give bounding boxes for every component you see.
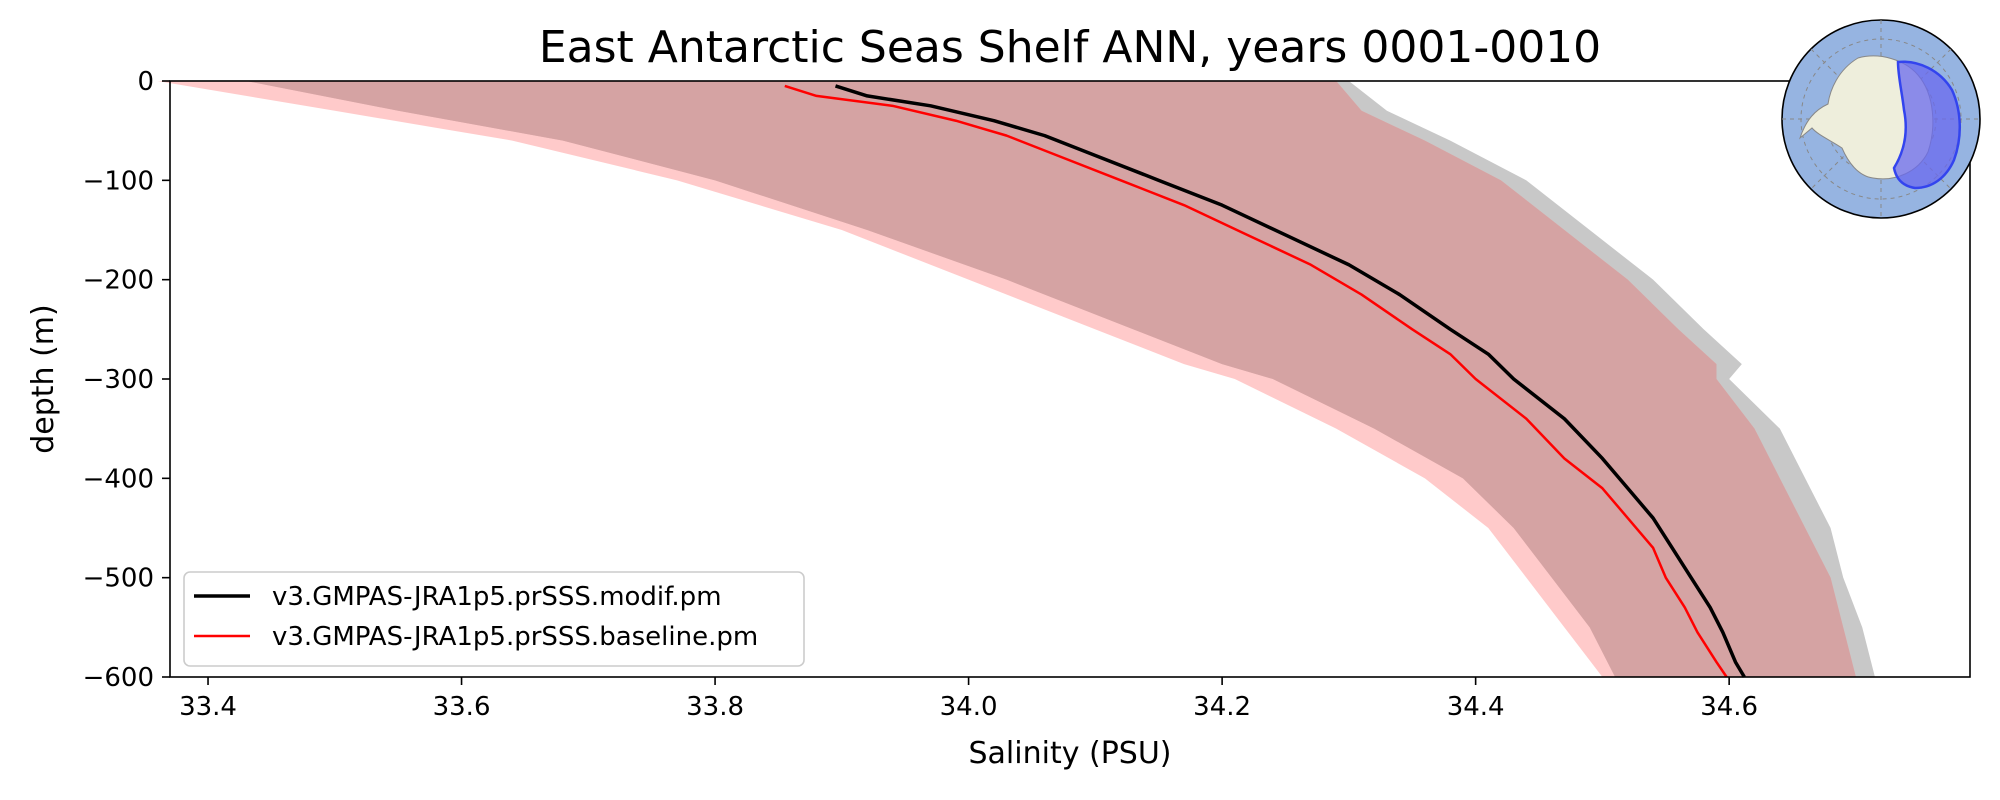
x-tick-label: 34.0 (940, 692, 998, 722)
legend-box (183, 571, 805, 667)
band-overlap (246, 81, 1856, 677)
series-line-modif (834, 84, 1746, 678)
chart-title: East Antarctic Seas Shelf ANN, years 000… (539, 22, 1601, 73)
legend-label-baseline: v3.GMPAS-JRA1p5.prSSS.baseline.pm (272, 622, 758, 652)
y-tick-label: −100 (83, 166, 154, 196)
x-tick-label: 33.4 (179, 692, 237, 722)
uncertainty-bands (157, 81, 1875, 677)
series-line-baseline (784, 84, 1728, 678)
legend: v3.GMPAS-JRA1p5.prSSS.modif.pm v3.GMPAS-… (183, 571, 805, 667)
x-tick-label: 34.2 (1193, 692, 1251, 722)
y-axis-label: depth (m) (26, 304, 61, 454)
y-tick-label: −200 (83, 266, 154, 296)
legend-label-modif: v3.GMPAS-JRA1p5.prSSS.modif.pm (272, 582, 722, 612)
series-lines (784, 84, 1746, 678)
y-tick-label: −400 (83, 464, 154, 494)
y-tick-label: −500 (83, 564, 154, 594)
y-tick-label: −600 (83, 663, 154, 693)
y-tick-label: −300 (83, 365, 154, 395)
y-tick-label: 0 (137, 67, 154, 97)
antarctica-region-map-icon (1781, 19, 1981, 219)
x-tick-label: 33.8 (686, 692, 744, 722)
x-tick-label: 34.4 (1447, 692, 1505, 722)
x-axis-label: Salinity (PSU) (969, 736, 1172, 771)
y-axis-ticks: 0 −100 −200 −300 −400 −500 −600 (83, 67, 170, 693)
x-tick-label: 33.6 (433, 692, 491, 722)
x-tick-label: 34.6 (1700, 692, 1758, 722)
x-axis-ticks: 33.4 33.6 33.8 34.0 34.2 34.4 34.6 (179, 677, 1758, 722)
